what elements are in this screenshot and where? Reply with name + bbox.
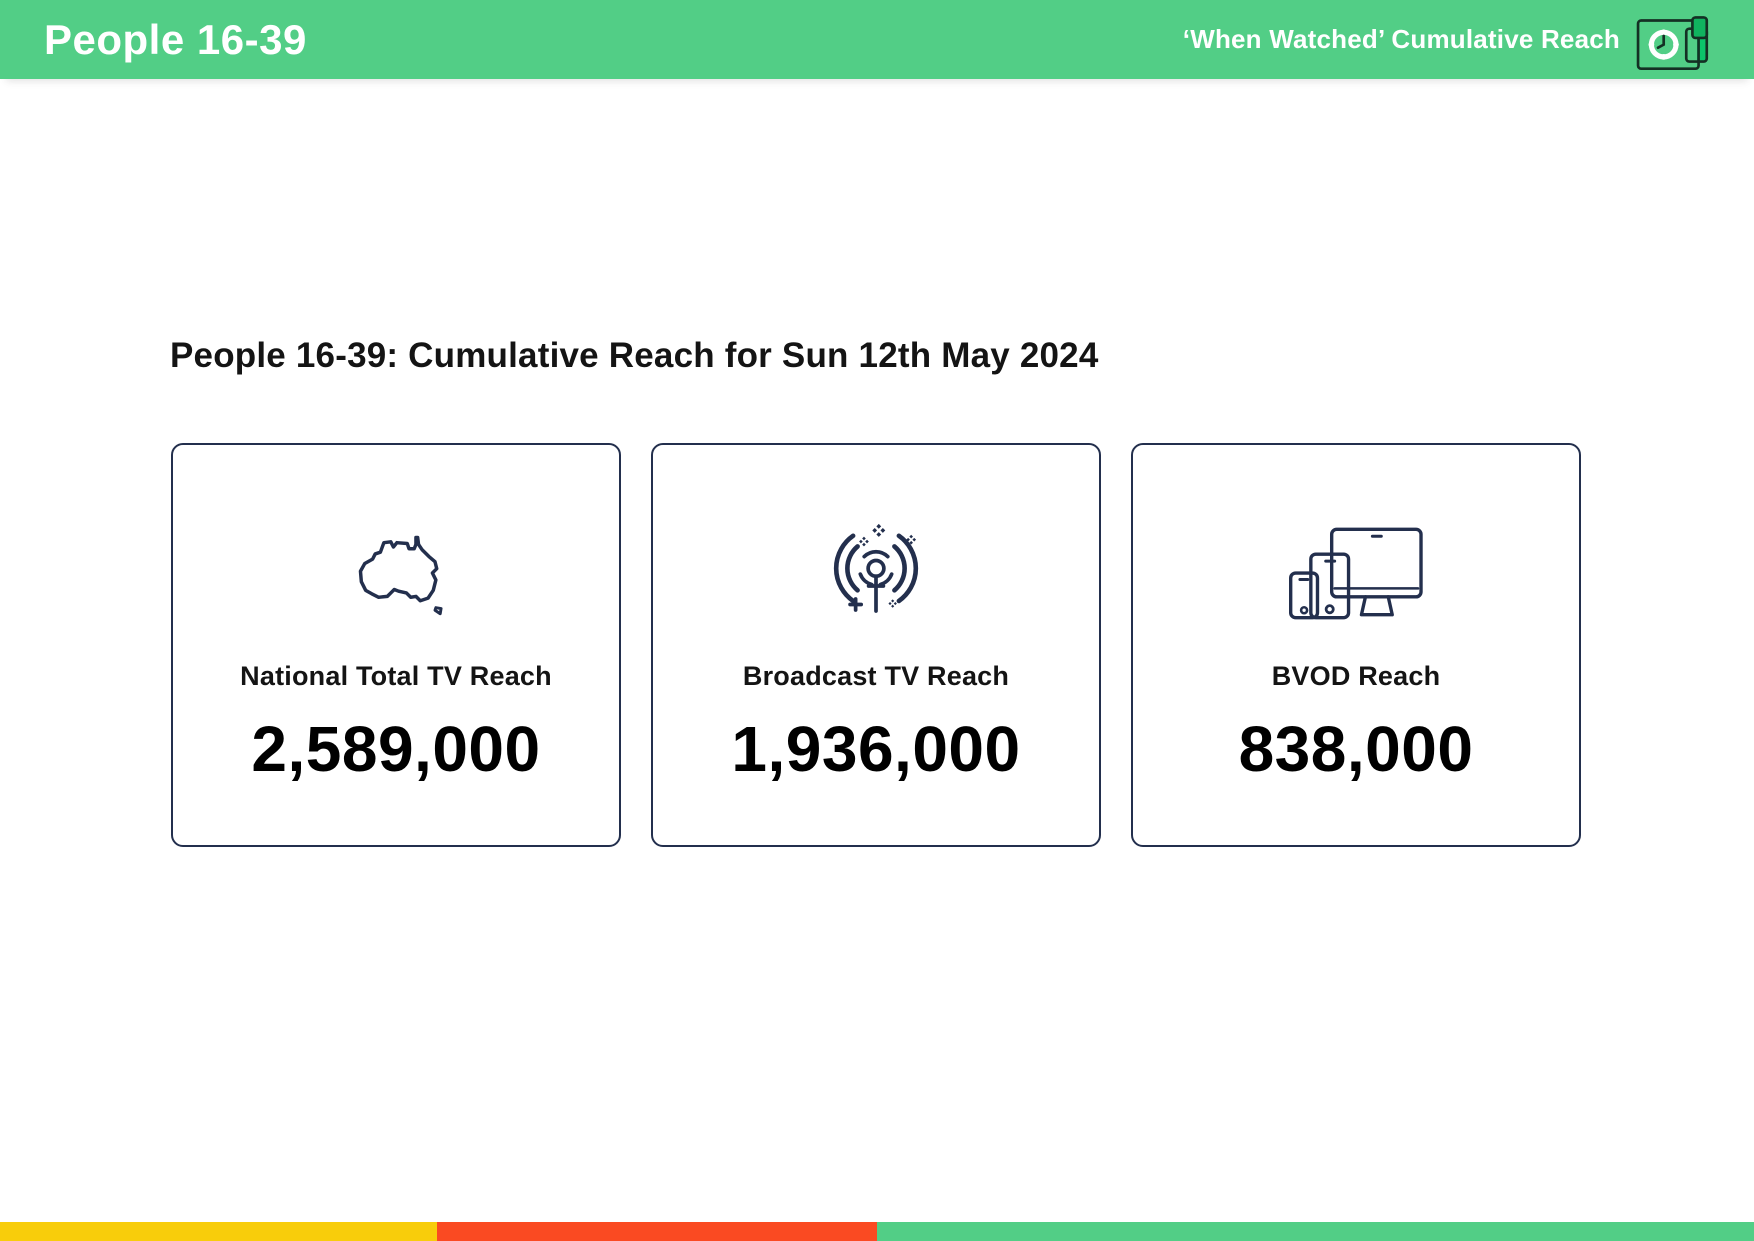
devices-icon bbox=[1289, 519, 1423, 627]
kpi-cards-row: National Total TV Reach 2,589,000 bbox=[171, 443, 1581, 847]
footer-red-segment bbox=[436, 1222, 877, 1241]
kpi-label: Broadcast TV Reach bbox=[742, 661, 1010, 691]
kpi-value: 1,936,000 bbox=[731, 713, 1021, 785]
report-mode-label: ‘When Watched’ Cumulative Reach bbox=[1182, 24, 1620, 54]
kpi-label: BVOD Reach bbox=[1271, 661, 1441, 691]
footer-green-segment bbox=[876, 1222, 1754, 1241]
kpi-card-bvod: BVOD Reach 838,000 bbox=[1131, 443, 1581, 847]
kpi-label: National Total TV Reach bbox=[240, 661, 552, 691]
kpi-card-national-total-tv: National Total TV Reach 2,589,000 bbox=[171, 443, 621, 847]
broadcast-antenna-icon bbox=[826, 519, 926, 627]
clock-schedule-logo-icon bbox=[1636, 8, 1716, 72]
page-title: People 16-39 bbox=[44, 15, 307, 63]
australia-map-icon bbox=[344, 519, 448, 627]
footer-color-bar bbox=[0, 1222, 1754, 1241]
header-bar: People 16-39 ‘When Watched’ Cumulative R… bbox=[0, 0, 1754, 79]
report-heading: People 16-39: Cumulative Reach for Sun 1… bbox=[170, 336, 1099, 375]
kpi-value: 2,589,000 bbox=[251, 713, 541, 785]
kpi-card-broadcast-tv: Broadcast TV Reach 1,936,000 bbox=[651, 443, 1101, 847]
footer-yellow-segment bbox=[0, 1222, 437, 1241]
kpi-value: 838,000 bbox=[1238, 713, 1474, 785]
header-right-group: ‘When Watched’ Cumulative Reach bbox=[1183, 8, 1716, 72]
